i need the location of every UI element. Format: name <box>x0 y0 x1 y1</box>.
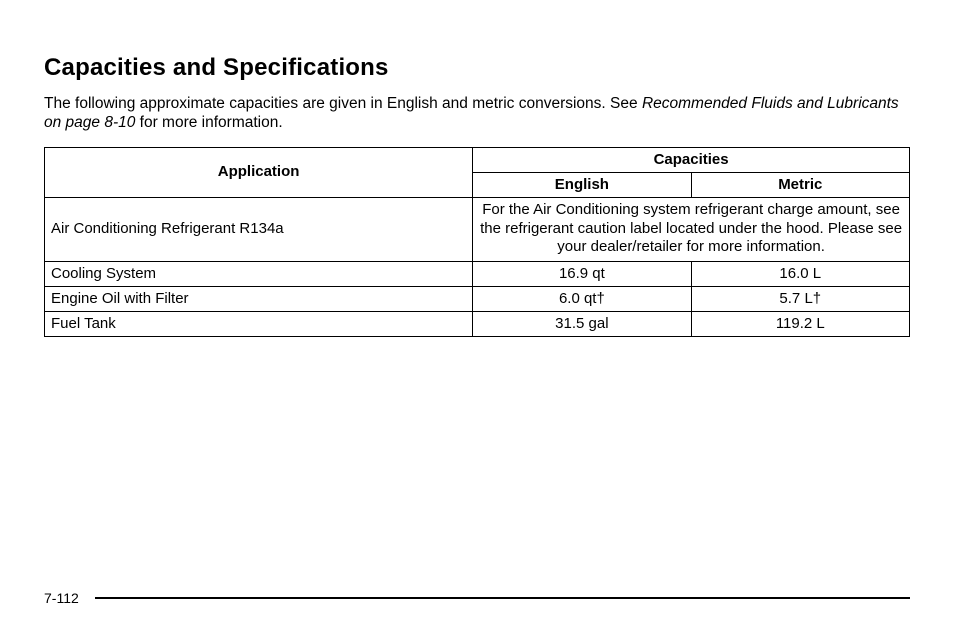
cell-fuel-application: Fuel Tank <box>45 312 473 337</box>
intro-paragraph: The following approximate capacities are… <box>44 94 910 133</box>
cell-fuel-english: 31.5 gal <box>473 312 691 337</box>
table-header-row-1: Application Capacities <box>45 147 910 172</box>
page-number: 7-112 <box>44 590 79 606</box>
cell-cooling-english: 16.9 qt <box>473 262 691 287</box>
cell-cooling-metric: 16.0 L <box>691 262 909 287</box>
header-english: English <box>473 172 691 197</box>
page-footer: 7-112 <box>44 590 910 606</box>
table-row: Air Conditioning Refrigerant R134a For t… <box>45 197 910 261</box>
manual-page: Capacities and Specifications The follow… <box>0 0 954 638</box>
footer-rule <box>95 597 910 599</box>
table-row: Engine Oil with Filter 6.0 qt† 5.7 L† <box>45 287 910 312</box>
cell-oil-application: Engine Oil with Filter <box>45 287 473 312</box>
header-metric: Metric <box>691 172 909 197</box>
capacities-table: Application Capacities English Metric Ai… <box>44 147 910 337</box>
cell-ac-note: For the Air Conditioning system refriger… <box>473 197 910 261</box>
table-row: Cooling System 16.9 qt 16.0 L <box>45 262 910 287</box>
cell-fuel-metric: 119.2 L <box>691 312 909 337</box>
page-title: Capacities and Specifications <box>44 54 910 82</box>
header-capacities: Capacities <box>473 147 910 172</box>
cell-cooling-application: Cooling System <box>45 262 473 287</box>
intro-lead: The following approximate capacities are… <box>44 95 642 112</box>
table-row: Fuel Tank 31.5 gal 119.2 L <box>45 312 910 337</box>
header-application: Application <box>45 147 473 197</box>
cell-ac-application: Air Conditioning Refrigerant R134a <box>45 197 473 261</box>
intro-tail: for more information. <box>135 114 282 131</box>
cell-oil-english: 6.0 qt† <box>473 287 691 312</box>
cell-oil-metric: 5.7 L† <box>691 287 909 312</box>
